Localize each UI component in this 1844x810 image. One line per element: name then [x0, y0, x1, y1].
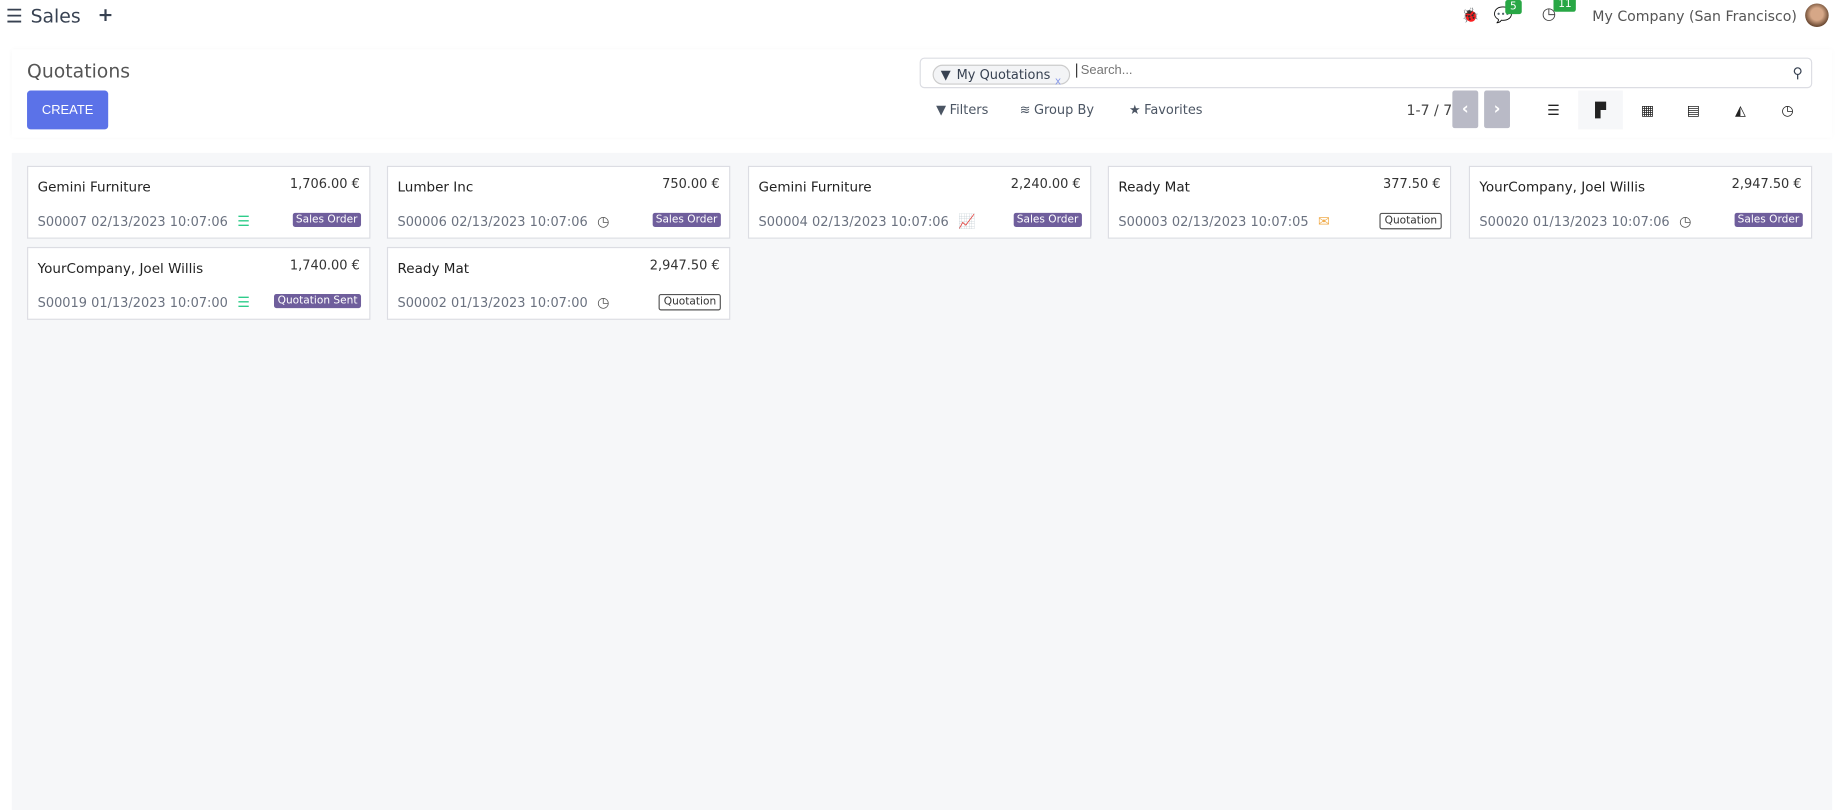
order-ref-text: S00020 01/13/2023 10:07:06 [1479, 213, 1670, 229]
status-badge: Quotation Sent [274, 294, 362, 309]
customer-name: Gemini Furniture [37, 178, 151, 196]
clock-icon[interactable]: ◷ [597, 212, 610, 230]
facet-label: My Quotations [956, 67, 1051, 83]
order-ref: S00004 02/13/2023 10:07:06 📈 [759, 213, 976, 229]
line-chart-icon[interactable]: 📈 [958, 212, 976, 230]
facet-my-quotations: ▼ My Quotations x [932, 64, 1071, 89]
bug-icon[interactable]: 🐞 [1461, 7, 1480, 24]
filters-label: Filters [949, 102, 989, 118]
kanban-card[interactable]: Ready Mat 2,947.50 € S00002 01/13/2023 1… [386, 246, 731, 320]
search-icon[interactable]: ⚲ [1792, 64, 1803, 82]
favorites-button[interactable]: ★ Favorites [1129, 102, 1203, 117]
customer-name: Gemini Furniture [758, 178, 872, 196]
kanban-card[interactable]: Gemini Furniture 1,706.00 € S00007 02/13… [27, 165, 371, 239]
activities-count: 11 [1553, 0, 1577, 12]
order-ref: S00019 01/13/2023 10:07:00 ☰ [38, 294, 250, 310]
order-ref-text: S00019 01/13/2023 10:07:00 [37, 294, 228, 310]
calendar-view-icon[interactable]: ▦ [1640, 101, 1655, 119]
amount: 1,706.00 € [289, 176, 360, 192]
status-badge: Sales Order [1734, 212, 1803, 227]
chat-icon[interactable]: 💬 5 [1494, 0, 1522, 25]
order-ref-text: S00004 02/13/2023 10:07:06 [758, 213, 949, 229]
search-bar[interactable]: ▼ My Quotations x ⚲ [919, 57, 1813, 89]
status-badge: Sales Order [1013, 212, 1082, 227]
activity-view-icon[interactable]: ◷ [1781, 101, 1794, 119]
page-title: Quotations [27, 59, 131, 83]
order-ref-text: S00003 02/13/2023 10:07:05 [1118, 213, 1309, 229]
amount: 2,947.50 € [1731, 176, 1802, 192]
company-switcher[interactable]: My Company (San Francisco) [1592, 8, 1797, 25]
amount: 2,240.00 € [1010, 176, 1081, 192]
server-icon[interactable]: ☰ [237, 212, 250, 230]
customer-name: YourCompany, Joel Willis [1479, 178, 1646, 196]
customer-name: Ready Mat [1118, 178, 1190, 196]
order-ref: S00006 02/13/2023 10:07:06 ◷ [397, 213, 609, 229]
status-badge: Quotation [659, 294, 721, 311]
server-icon[interactable]: ☰ [237, 294, 250, 311]
order-ref: S00002 01/13/2023 10:07:00 ◷ [397, 294, 609, 310]
search-input[interactable] [1076, 63, 1759, 78]
kanban-card[interactable]: YourCompany, Joel Willis 1,740.00 € S000… [27, 246, 371, 320]
pivot-view-icon[interactable]: ▤ [1686, 101, 1701, 119]
customer-name: Ready Mat [397, 259, 470, 277]
amount: 750.00 € [662, 176, 720, 192]
order-ref-text: S00007 02/13/2023 10:07:06 [37, 213, 228, 229]
star-icon: ★ [1128, 102, 1141, 118]
status-badge: Sales Order [292, 212, 362, 227]
kanban-card[interactable]: Ready Mat 377.50 € S00003 02/13/2023 10:… [1107, 165, 1452, 239]
graph-view-icon[interactable]: ◭ [1735, 101, 1746, 119]
customer-name: Lumber Inc [397, 178, 474, 196]
clock-icon[interactable]: ◷ 11 [1542, 0, 1577, 24]
pager-next-button[interactable]: › [1484, 90, 1510, 129]
plus-icon[interactable]: + [97, 3, 114, 26]
kanban-view-icon[interactable]: ▛ [1578, 90, 1623, 130]
kanban-card[interactable]: Lumber Inc 750.00 € S00006 02/13/2023 10… [386, 165, 731, 239]
order-ref: S00003 02/13/2023 10:07:05 ✉ [1118, 213, 1329, 229]
amount: 377.50 € [1382, 176, 1441, 192]
remove-facet-icon[interactable]: x [1054, 76, 1062, 89]
kanban-card[interactable]: Gemini Furniture 2,240.00 € S00004 02/13… [747, 165, 1092, 239]
group-by-label: Group By [1033, 102, 1094, 118]
envelope-icon[interactable]: ✉ [1318, 212, 1330, 230]
favorites-label: Favorites [1144, 102, 1203, 118]
filter-icon: ▼ [936, 102, 947, 118]
layers-icon: ≋ [1019, 102, 1031, 118]
messages-count: 5 [1505, 0, 1522, 15]
clock-icon[interactable]: ◷ [597, 294, 610, 311]
create-button[interactable]: CREATE [27, 90, 109, 130]
order-ref-text: S00002 01/13/2023 10:07:00 [397, 294, 588, 310]
group-by-button[interactable]: ≋ Group By [1020, 102, 1094, 117]
status-badge: Sales Order [652, 212, 721, 227]
menu-icon[interactable]: ☰ [5, 4, 23, 28]
kanban-card[interactable]: YourCompany, Joel Willis 2,947.50 € S000… [1468, 165, 1813, 239]
order-ref: S00020 01/13/2023 10:07:06 ◷ [1479, 213, 1691, 229]
status-badge: Quotation [1379, 212, 1442, 230]
clock-icon[interactable]: ◷ [1679, 212, 1692, 230]
app-title[interactable]: Sales [30, 4, 81, 28]
filter-icon: ▼ [940, 67, 951, 83]
pager-previous-button[interactable]: ‹ [1452, 90, 1479, 129]
amount: 2,947.50 € [649, 257, 720, 273]
order-ref-text: S00006 02/13/2023 10:07:06 [397, 213, 588, 229]
pager-value[interactable]: 1-7 / 7 [1406, 102, 1453, 119]
amount: 1,740.00 € [289, 257, 360, 273]
filters-button[interactable]: ▼ Filters [936, 102, 988, 117]
customer-name: YourCompany, Joel Willis [37, 259, 204, 277]
list-view-icon[interactable]: ☰ [1547, 101, 1560, 119]
order-ref: S00007 02/13/2023 10:07:06 ☰ [38, 213, 250, 229]
avatar[interactable] [1805, 3, 1829, 28]
